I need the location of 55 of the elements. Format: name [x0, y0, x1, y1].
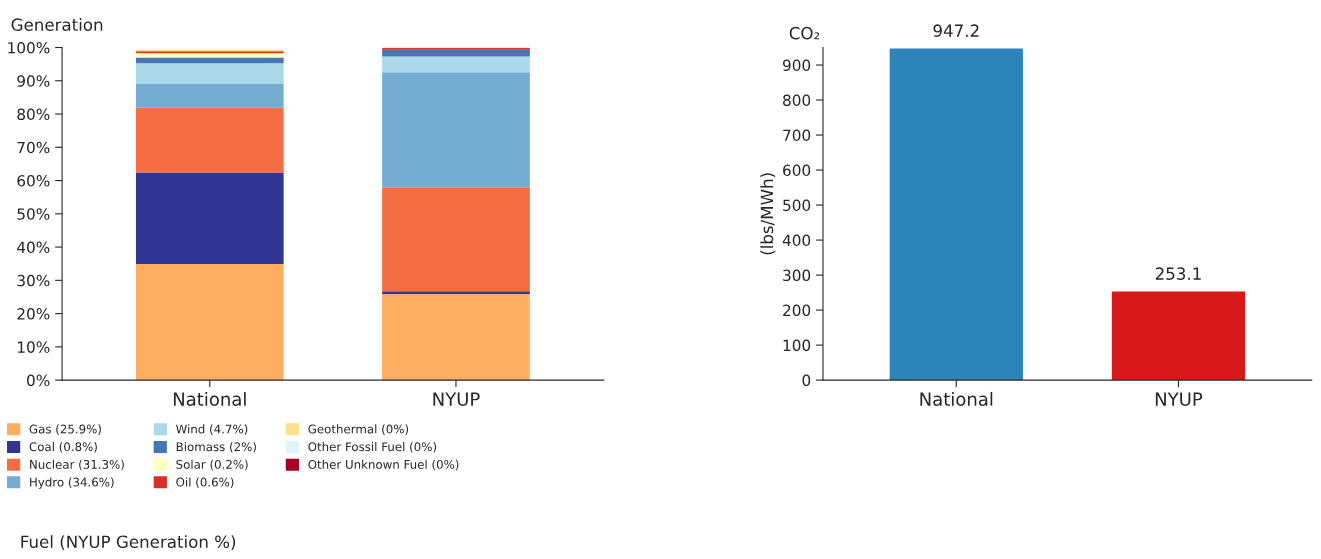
- bar: [382, 56, 530, 73]
- y-tick-label: 400: [782, 234, 811, 247]
- legend-label: Gas (25.9%): [29, 424, 101, 435]
- y-tick-label: 500: [783, 199, 811, 212]
- y-tick-label: 300: [783, 269, 811, 282]
- data-label: 253.1: [1155, 267, 1201, 280]
- legend-label: Other Fossil Fuel (0%): [308, 442, 437, 453]
- legend-title: Fuel (NYUP Generation %): [21, 535, 236, 551]
- y-tick-label: 100%: [8, 41, 50, 54]
- y-tick-label: 800: [783, 94, 811, 107]
- y-tick-label: 40%: [17, 241, 50, 254]
- y-tick-label: 0: [802, 374, 811, 387]
- bar: [382, 187, 530, 292]
- bar: [135, 57, 284, 64]
- y-tick-label: 90%: [17, 75, 50, 87]
- bar: [382, 49, 530, 57]
- y-tick-label: 600: [783, 164, 811, 177]
- y-tick-label: 80%: [17, 108, 50, 121]
- y-tick-label: 200: [783, 304, 811, 317]
- x-tick-label: National: [920, 391, 993, 406]
- y-tick-label: 0%: [27, 374, 50, 387]
- bar: [382, 72, 530, 188]
- legend-label: Biomass (2%): [176, 442, 256, 453]
- y-tick-label: 60%: [17, 175, 50, 187]
- bar: [135, 107, 284, 173]
- x-tick-label: NYUP: [1155, 392, 1203, 406]
- x-tick-label: NYUP: [433, 392, 480, 406]
- y-tick-label: 30%: [17, 274, 50, 287]
- legend-label: Solar (0.2%): [176, 459, 248, 471]
- chart-title: CO₂: [789, 26, 820, 40]
- legend-label: Other Unknown Fuel (0%): [308, 459, 459, 471]
- y-tick-label: 10%: [18, 341, 50, 353]
- legend-label: Hydro (34.6%): [30, 477, 114, 489]
- legend-label: Wind (4.7%): [176, 424, 248, 435]
- legend-label: Geothermal (0%): [308, 424, 409, 435]
- legend-label: Nuclear (31.3%): [30, 459, 124, 471]
- legend-label: Coal (0.8%): [29, 442, 97, 453]
- bar: [135, 53, 284, 58]
- y-tick-label: 100: [783, 339, 811, 352]
- y-axis-title: (lbs/MWh): [760, 173, 776, 255]
- y-tick-label: 700: [783, 129, 811, 142]
- bar: [135, 84, 284, 108]
- y-tick-label: 900: [782, 59, 811, 72]
- y-tick-label: 70%: [17, 141, 50, 154]
- bar: [382, 291, 530, 294]
- bar: [135, 264, 284, 381]
- y-tick-label: 50%: [17, 208, 50, 220]
- x-tick-label: National: [173, 391, 246, 406]
- y-axis-title: Generation: [11, 18, 103, 31]
- legend-label: Oil (0.6%): [176, 477, 234, 488]
- bar: [135, 63, 284, 85]
- bar: [382, 293, 530, 381]
- bar: [135, 172, 284, 265]
- y-tick-label: 20%: [17, 308, 50, 320]
- data-label: 947.2: [933, 24, 979, 37]
